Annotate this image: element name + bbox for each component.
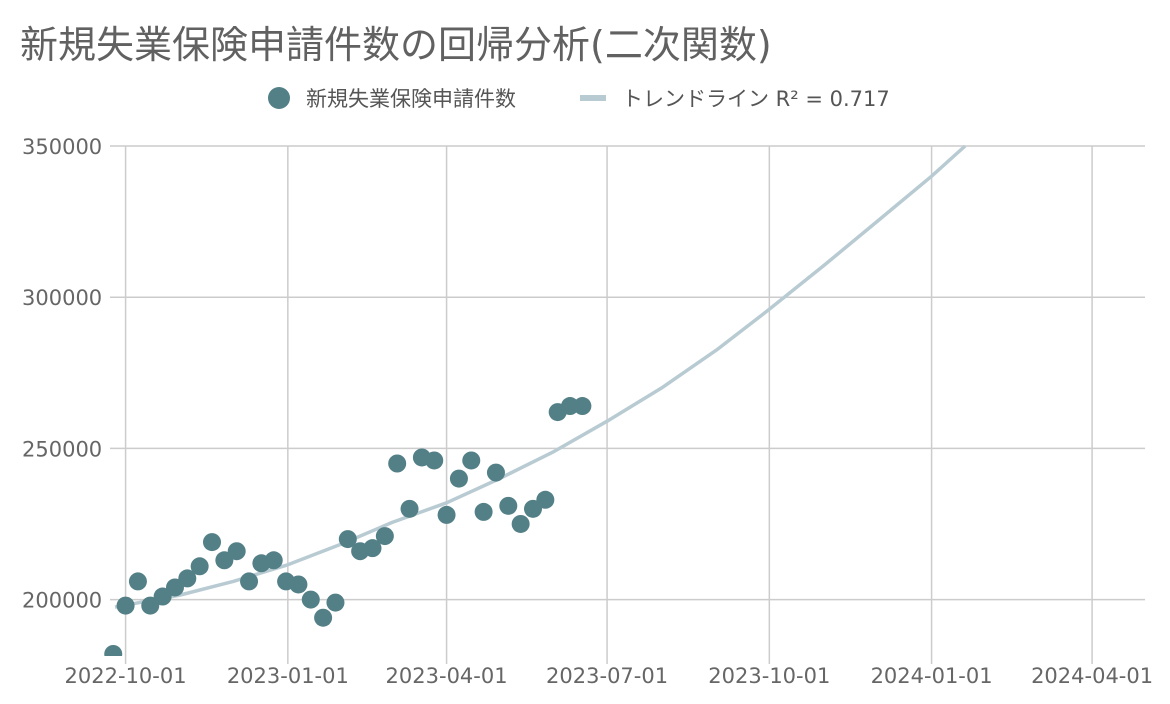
- data-point-15[interactable]: [289, 575, 308, 594]
- data-point-7[interactable]: [190, 557, 209, 576]
- data-point-3[interactable]: [141, 596, 160, 615]
- axis-labels: 200000 250000 300000 350000 2022-10-01 2023-0…: [22, 135, 1153, 688]
- trendline: [114, 144, 967, 609]
- data-point-26[interactable]: [425, 451, 444, 470]
- x-tick-label-2: 2023-04-01: [386, 664, 508, 688]
- scatter-points: [104, 397, 592, 663]
- data-point-24[interactable]: [400, 499, 419, 518]
- data-point-22[interactable]: [375, 527, 394, 546]
- legend-item-trendline[interactable]: トレンドライン R² = 0.717: [580, 80, 890, 116]
- legend-label-trendline: トレンドライン R² = 0.717: [622, 87, 890, 111]
- data-point-0[interactable]: [104, 645, 123, 663]
- data-point-34[interactable]: [523, 499, 542, 518]
- x-tick-label-4: 2023-10-01: [708, 664, 830, 688]
- y-tick-label-1: 250000: [22, 437, 102, 461]
- data-point-18[interactable]: [326, 593, 345, 612]
- data-point-38[interactable]: [573, 397, 592, 416]
- trendline-layer: [114, 144, 967, 609]
- x-tick-label-0: 2022-10-01: [65, 664, 187, 688]
- data-point-16[interactable]: [301, 590, 320, 609]
- x-tick-label-6: 2024-04-01: [1031, 664, 1153, 688]
- legend-label-applications: 新規失業保険申請件数: [306, 87, 516, 111]
- data-point-29[interactable]: [462, 451, 481, 470]
- data-point-11[interactable]: [240, 572, 259, 591]
- y-tick-label-2: 300000: [22, 286, 102, 310]
- data-point-37[interactable]: [561, 397, 580, 416]
- chart-title: 新規失業保険申請件数の回帰分析(二次関数): [20, 23, 772, 67]
- x-tick-label-5: 2024-01-01: [871, 664, 993, 688]
- data-point-6[interactable]: [178, 569, 197, 588]
- data-point-23[interactable]: [388, 454, 407, 473]
- data-point-4[interactable]: [153, 587, 172, 606]
- x-tick-label-3: 2023-07-01: [546, 664, 668, 688]
- data-point-17[interactable]: [314, 608, 333, 627]
- data-point-19[interactable]: [338, 530, 357, 549]
- legend-marker-line: [580, 95, 606, 101]
- data-point-9[interactable]: [215, 551, 234, 570]
- data-point-31[interactable]: [486, 463, 505, 482]
- data-point-8[interactable]: [203, 533, 222, 552]
- data-point-35[interactable]: [536, 490, 555, 509]
- data-point-21[interactable]: [363, 539, 382, 558]
- y-tick-label-0: 200000: [22, 589, 102, 613]
- data-point-32[interactable]: [499, 496, 518, 515]
- chart-legend: 新規失業保険申請件数 トレンドライン R² = 0.717: [0, 80, 1170, 116]
- legend-marker-dot: [268, 87, 290, 109]
- data-point-28[interactable]: [449, 469, 468, 488]
- x-tick-label-1: 2023-01-01: [227, 664, 349, 688]
- data-point-30[interactable]: [474, 502, 493, 521]
- data-point-33[interactable]: [511, 514, 530, 533]
- data-point-2[interactable]: [128, 572, 147, 591]
- legend-item-applications[interactable]: 新規失業保険申請件数: [268, 80, 516, 116]
- data-point-1[interactable]: [116, 596, 135, 615]
- data-point-10[interactable]: [227, 542, 246, 561]
- grid-layer: [110, 145, 1145, 664]
- data-point-27[interactable]: [437, 505, 456, 524]
- data-point-13[interactable]: [264, 551, 283, 570]
- data-point-5[interactable]: [165, 578, 184, 597]
- y-tick-label-3: 350000: [22, 135, 102, 159]
